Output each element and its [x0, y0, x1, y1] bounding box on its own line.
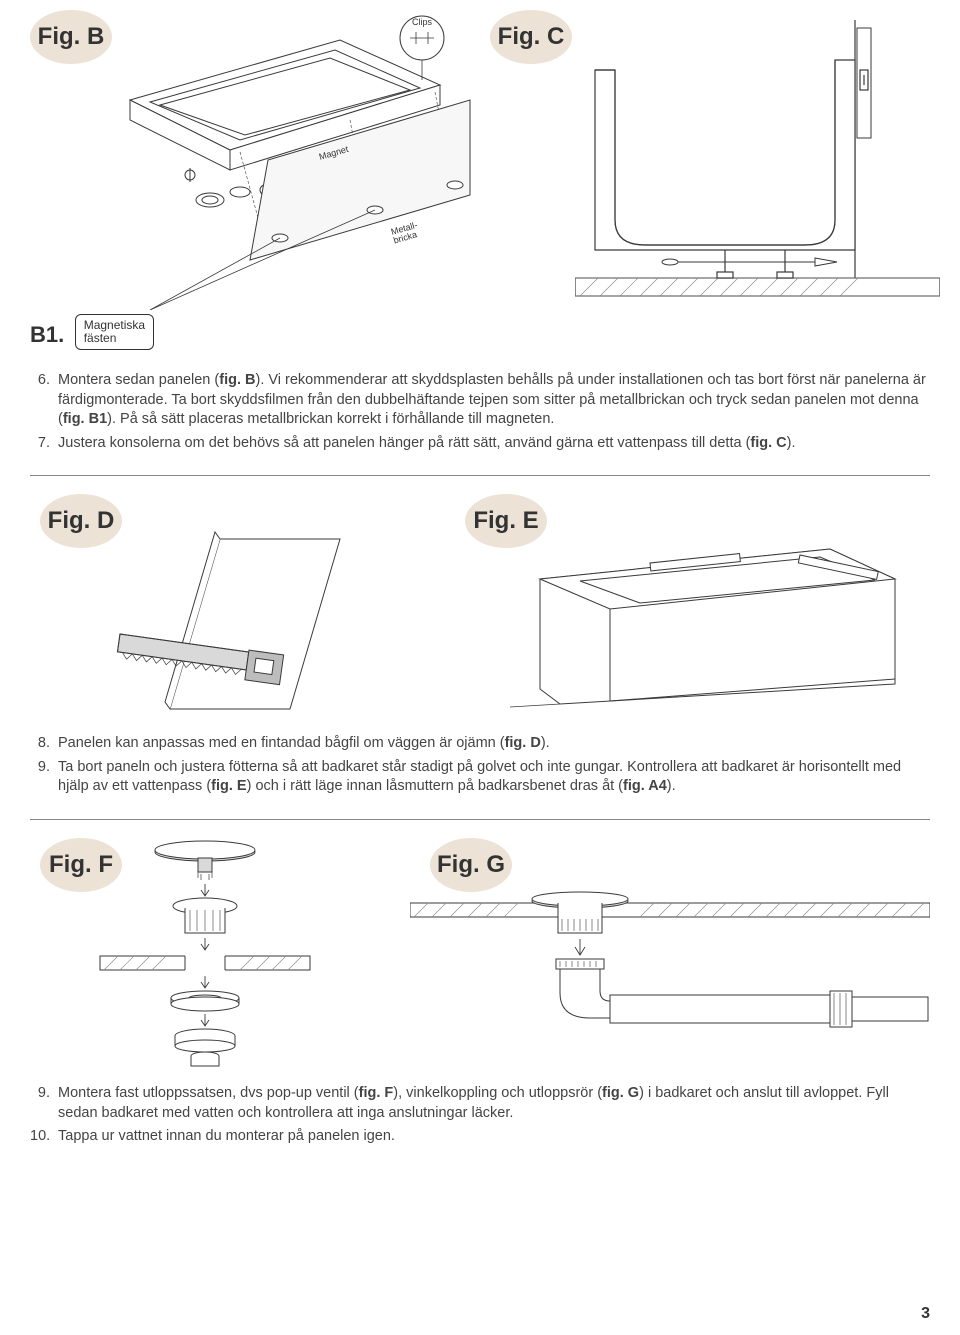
- section-figF-figG: Fig. F Fig. G: [30, 838, 930, 1078]
- instructions-9-10: 9.Montera fast utloppssatsen, dvs pop-up…: [30, 1084, 930, 1147]
- fig-e-diagram: [500, 509, 920, 729]
- b1-label: B1.: [30, 322, 64, 347]
- b1-row: B1. Magnetiskafästen: [30, 314, 930, 359]
- section-figB-figC: Fig. B Fig. C: [30, 10, 930, 310]
- instruction-number: 8.: [30, 734, 58, 754]
- instruction-body: Tappa ur vattnet innan du monterar på pa…: [58, 1127, 930, 1147]
- instruction-body: Justera konsolerna om det behövs så att …: [58, 434, 930, 454]
- instruction-number: 7.: [30, 434, 58, 454]
- section-figD-figE: Fig. D Fig. E: [30, 494, 930, 734]
- fig-c-label: Fig. C: [490, 10, 572, 64]
- fig-b-diagram: Clips Magnet Metall- bricka: [90, 10, 490, 310]
- page-number: 3: [921, 1305, 930, 1323]
- b1-text: Magnetiskafästen: [84, 318, 145, 345]
- instruction-body: Montera sedan panelen (fig. B). Vi rekom…: [58, 371, 930, 430]
- fig-d-diagram: [110, 529, 370, 729]
- clips-callout: Clips: [412, 17, 433, 27]
- instruction-number: 9.: [30, 1084, 58, 1123]
- instruction-body: Panelen kan anpassas med en fintandad bå…: [58, 734, 930, 754]
- fig-f-diagram: [90, 838, 320, 1073]
- fig-c-diagram: [575, 20, 940, 305]
- instructions-8-9: 8.Panelen kan anpassas med en fintandad …: [30, 734, 930, 797]
- instruction-number: 10.: [30, 1127, 58, 1147]
- instruction-body: Ta bort paneln och justera fötterna så a…: [58, 758, 930, 797]
- divider-2: [30, 819, 930, 820]
- b1-box: Magnetiskafästen: [75, 314, 154, 350]
- divider-1: [30, 475, 930, 476]
- instruction-body: Montera fast utloppssatsen, dvs pop-up v…: [58, 1084, 930, 1123]
- fig-g-diagram: [410, 873, 930, 1068]
- instructions-6-7: 6.Montera sedan panelen (fig. B). Vi rek…: [30, 371, 930, 453]
- instruction-number: 6.: [30, 371, 58, 430]
- instruction-number: 9.: [30, 758, 58, 797]
